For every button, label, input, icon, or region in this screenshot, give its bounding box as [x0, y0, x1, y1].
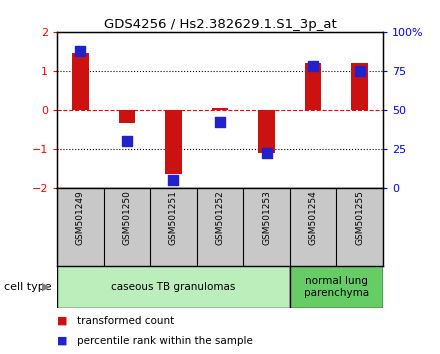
- Bar: [290, 266, 383, 308]
- Bar: [119, 110, 135, 124]
- Text: GSM501249: GSM501249: [76, 190, 85, 245]
- Text: GSM501255: GSM501255: [355, 190, 364, 245]
- Text: GSM501251: GSM501251: [169, 190, 178, 245]
- Text: GSM501253: GSM501253: [262, 190, 271, 245]
- Text: percentile rank within the sample: percentile rank within the sample: [77, 336, 253, 346]
- Text: ▶: ▶: [42, 282, 51, 292]
- Point: [77, 48, 84, 53]
- Bar: [72, 53, 88, 110]
- Bar: [212, 108, 228, 110]
- Text: ■: ■: [57, 316, 68, 326]
- Text: GSM501252: GSM501252: [216, 190, 224, 245]
- Point: [356, 68, 363, 74]
- Point: [170, 177, 177, 183]
- Bar: [165, 110, 182, 174]
- Text: normal lung
parenchyma: normal lung parenchyma: [304, 276, 369, 298]
- Point: [216, 119, 224, 125]
- Text: cell type: cell type: [4, 282, 52, 292]
- Point: [124, 138, 131, 144]
- Text: ■: ■: [57, 336, 68, 346]
- Bar: [352, 63, 368, 110]
- Text: GSM501254: GSM501254: [308, 190, 318, 245]
- Point: [309, 63, 316, 69]
- Text: caseous TB granulomas: caseous TB granulomas: [111, 282, 236, 292]
- Bar: [305, 63, 321, 110]
- Text: transformed count: transformed count: [77, 316, 174, 326]
- Bar: [258, 110, 275, 153]
- Bar: [57, 266, 290, 308]
- Title: GDS4256 / Hs2.382629.1.S1_3p_at: GDS4256 / Hs2.382629.1.S1_3p_at: [104, 18, 336, 31]
- Text: GSM501250: GSM501250: [122, 190, 132, 245]
- Point: [263, 150, 270, 156]
